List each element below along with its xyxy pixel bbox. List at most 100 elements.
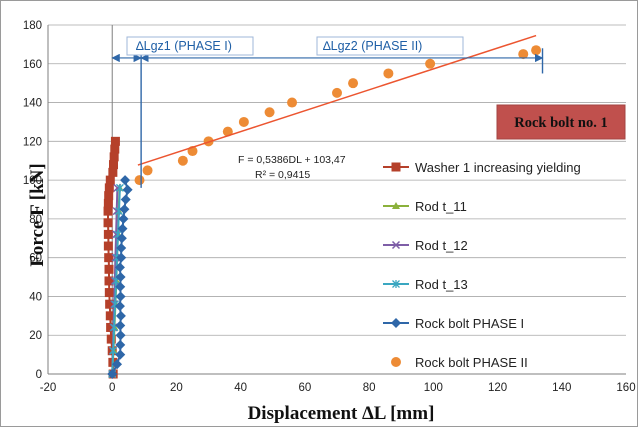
data-point (115, 291, 126, 302)
y-tick-label: 20 (29, 330, 42, 342)
y-tick-label: 40 (29, 291, 42, 303)
dimension-label-box-1 (126, 36, 254, 56)
data-point (109, 346, 118, 355)
data-point (264, 107, 275, 118)
data-point (103, 218, 113, 228)
data-point (391, 162, 401, 172)
data-point (103, 229, 113, 239)
data-point (238, 116, 249, 127)
y-tick-label: 160 (23, 59, 42, 71)
data-point (116, 233, 127, 244)
data-point (112, 359, 123, 370)
legend: Washer 1 increasing yielding Rod t_11 Rod … (383, 160, 581, 370)
data-point (104, 288, 114, 298)
x-tick-label: 140 (552, 382, 571, 394)
data-point (115, 183, 124, 192)
dimension-label-box-2 (316, 36, 464, 56)
data-point (115, 272, 126, 283)
data-point (115, 310, 126, 321)
data-point (109, 152, 119, 162)
data-point (115, 339, 126, 350)
data-point (348, 78, 359, 89)
y-tick-label: 100 (23, 175, 42, 187)
y-tick-label: 60 (29, 253, 42, 265)
data-point (105, 311, 115, 321)
data-series (103, 45, 542, 379)
data-point (383, 68, 394, 79)
data-point (103, 206, 113, 216)
x-tick-label: 120 (488, 382, 507, 394)
x-axis-title: Displacement ∆L [mm] (248, 403, 435, 424)
data-point (110, 144, 120, 154)
data-point (105, 299, 115, 309)
data-point (103, 241, 113, 251)
data-point (392, 280, 400, 288)
badge-label: Rock bolt no. 1 (514, 115, 607, 131)
data-point (116, 242, 127, 253)
series-5 (134, 45, 542, 186)
data-point (142, 165, 153, 176)
legend-label: Rock bolt PHASE I (415, 316, 524, 331)
data-point (392, 202, 400, 209)
legend-entry-2: Rod t_12 (383, 238, 468, 253)
dimension-label-phase-2: ∆Lgz2 (PHASE II) (323, 39, 422, 53)
legend-entry-3: Rod t_13 (383, 277, 468, 292)
data-point (120, 175, 131, 186)
x-tick-label: 100 (424, 382, 443, 394)
data-point (115, 330, 126, 341)
data-point (104, 191, 114, 201)
legend-label: Rock bolt PHASE II (415, 355, 528, 370)
y-tick-label: 0 (36, 369, 42, 381)
legend-label: Washer 1 increasing yielding (415, 160, 581, 175)
data-point (118, 213, 129, 224)
data-point (115, 349, 126, 360)
data-point (104, 264, 114, 274)
trendline-equation: F = 0,5386DL + 103,47 (238, 154, 346, 166)
x-tick-label: 80 (363, 382, 376, 394)
legend-entry-4: Rock bolt PHASE I (383, 316, 524, 331)
y-tick-label: 140 (23, 98, 42, 110)
data-point (332, 87, 342, 98)
trendline-r2: R² = 0,9415 (255, 169, 310, 181)
data-point (117, 223, 128, 234)
x-tick-label: -20 (40, 382, 57, 394)
data-point (177, 155, 188, 166)
data-point (107, 369, 118, 379)
data-point (105, 175, 115, 185)
legend-label: Rod t_13 (415, 277, 468, 292)
x-tick-label: 40 (234, 382, 247, 394)
data-point (108, 167, 118, 177)
annotations: F = 0,5386DL + 103,47 R² = 0,9415 Rock b… (111, 36, 626, 188)
y-tick-label: 80 (29, 214, 42, 226)
data-point (115, 281, 126, 292)
data-point (119, 204, 130, 215)
data-point (115, 320, 126, 331)
data-point (103, 198, 113, 208)
axes (47, 25, 626, 375)
data-point (134, 175, 145, 186)
legend-label: Rod t_12 (415, 238, 468, 253)
data-point (425, 58, 436, 69)
y-tick-label: 120 (23, 136, 42, 148)
data-point (114, 262, 125, 273)
data-point (122, 184, 133, 195)
data-point (287, 97, 298, 108)
data-point (104, 253, 114, 263)
data-point (114, 301, 125, 312)
data-point (120, 194, 131, 205)
data-point (104, 183, 114, 193)
data-point (110, 136, 120, 146)
legend-entry-0: Washer 1 increasing yielding (383, 160, 581, 175)
x-tick-label: 20 (170, 382, 183, 394)
dimension-label-phase-1: ∆Lgz1 (PHASE I) (136, 39, 232, 53)
series-4 (107, 175, 133, 379)
x-tick-label: 60 (298, 382, 311, 394)
badge-background (496, 104, 626, 140)
data-point (531, 45, 542, 56)
y-tick-label: 180 (23, 20, 42, 32)
x-tick-label: 0 (109, 382, 115, 394)
data-point (106, 322, 116, 332)
